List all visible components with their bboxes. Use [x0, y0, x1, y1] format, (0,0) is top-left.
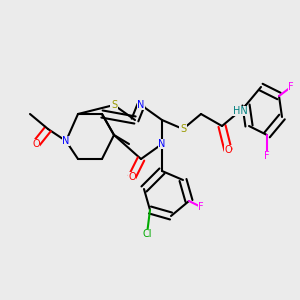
Text: S: S: [180, 124, 186, 134]
Text: N: N: [158, 139, 166, 149]
Text: N: N: [137, 100, 145, 110]
Text: S: S: [111, 100, 117, 110]
Text: O: O: [224, 145, 232, 155]
Text: F: F: [198, 202, 204, 212]
Text: O: O: [32, 139, 40, 149]
Text: O: O: [128, 172, 136, 182]
Text: N: N: [62, 136, 70, 146]
Text: F: F: [264, 151, 270, 161]
Text: F: F: [288, 82, 294, 92]
Text: Cl: Cl: [142, 229, 152, 239]
Text: HN: HN: [232, 106, 247, 116]
